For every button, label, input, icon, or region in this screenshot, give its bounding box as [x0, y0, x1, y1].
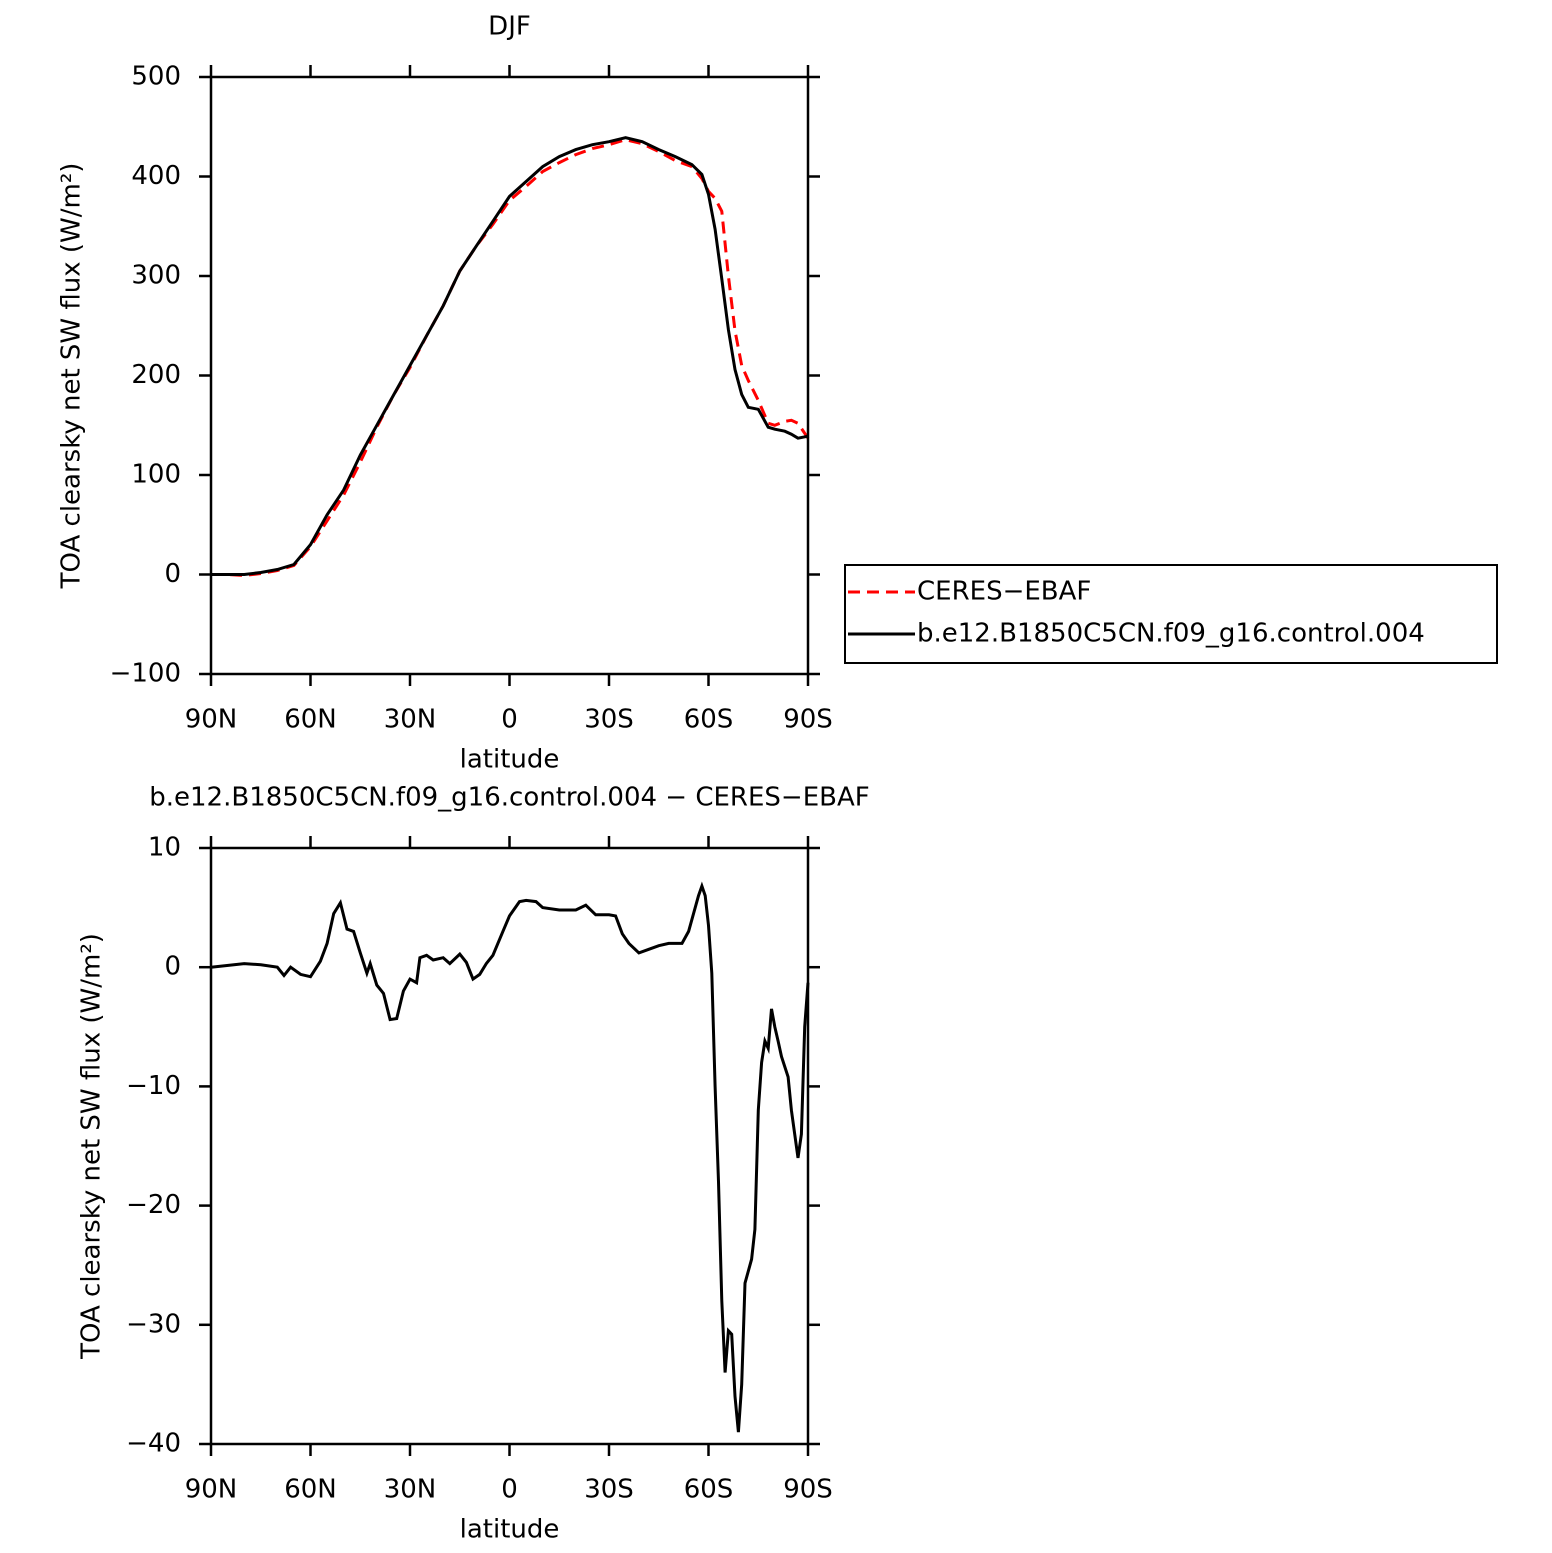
plot-frame	[209, 846, 810, 1446]
x-tick-label: 60S	[684, 1475, 734, 1505]
chart-title: DJF	[488, 12, 531, 42]
chart-title: b.e12.B1850C5CN.f09_g16.control.004 − CE…	[149, 783, 869, 813]
x-tick-label: 30S	[584, 1475, 634, 1505]
legend-label: b.e12.B1850C5CN.f09_g16.control.004	[917, 619, 1425, 649]
y-tick-label: −20	[126, 1190, 181, 1220]
y-axis-label: TOA clearsky net SW flux (W/m²)	[77, 933, 107, 1360]
x-tick-label: 30N	[384, 705, 437, 735]
legend-label: CERES−EBAF	[917, 577, 1091, 607]
data-line	[210, 881, 810, 1433]
plot-frame	[209, 75, 810, 676]
y-tick-label: −10	[126, 1071, 181, 1101]
x-axis-label: latitude	[460, 1515, 560, 1545]
x-tick-label: 60N	[284, 1475, 337, 1505]
y-tick-label: −100	[110, 659, 181, 689]
x-axis-label: latitude	[460, 745, 560, 775]
x-tick-label: 90S	[783, 705, 833, 735]
x-tick-label: 90N	[185, 1475, 238, 1505]
x-tick-label: 60S	[684, 705, 734, 735]
y-tick-label: 200	[131, 360, 181, 390]
x-tick-label: 90N	[185, 705, 238, 735]
data-line	[211, 138, 810, 578]
y-tick-label: −40	[126, 1429, 181, 1459]
y-tick-label: 500	[131, 62, 181, 92]
x-tick-label: 30N	[384, 1475, 437, 1505]
x-tick-label: 0	[501, 1475, 518, 1505]
y-tick-label: 100	[131, 460, 181, 490]
y-axis-label: TOA clearsky net SW flux (W/m²)	[57, 163, 87, 590]
x-tick-label: 30S	[584, 705, 634, 735]
y-tick-label: 300	[131, 261, 181, 291]
y-tick-label: −30	[126, 1309, 181, 1339]
y-tick-label: 0	[164, 559, 181, 589]
x-tick-label: 0	[501, 705, 518, 735]
y-tick-label: 400	[131, 161, 181, 191]
legend-box	[844, 564, 1498, 664]
data-line	[211, 136, 809, 576]
y-tick-label: 10	[148, 833, 181, 863]
x-tick-label: 60N	[284, 705, 337, 735]
y-tick-label: 0	[164, 952, 181, 982]
x-tick-label: 90S	[783, 1475, 833, 1505]
